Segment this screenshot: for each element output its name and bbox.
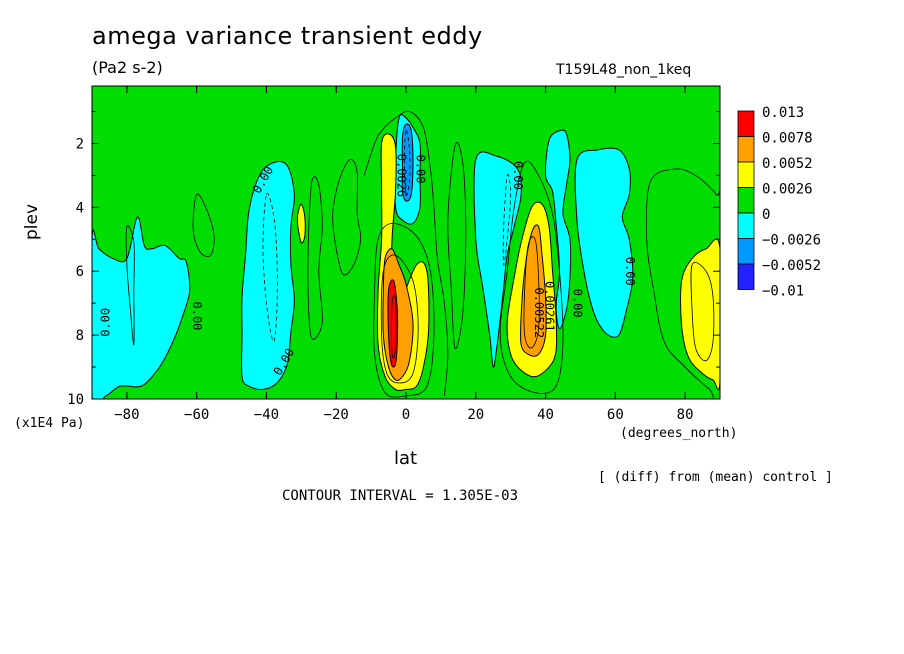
run-id: T159L48_non_1keq bbox=[556, 62, 692, 78]
diff-note: [ (diff) from (mean) control ] bbox=[598, 470, 833, 485]
shaded-region-1 bbox=[241, 161, 295, 391]
shaded-region-5 bbox=[544, 129, 572, 330]
x-tick-label-6: 40 bbox=[537, 407, 554, 423]
shaded-region-7 bbox=[296, 203, 306, 244]
contour-interval: CONTOUR INTERVAL = 1.305E-03 bbox=[282, 488, 519, 504]
x-tick-label-1: −60 bbox=[184, 407, 209, 423]
x-tick-label-8: 80 bbox=[677, 407, 694, 423]
shaded-region-10 bbox=[387, 279, 399, 368]
contour-line-12 bbox=[262, 193, 278, 342]
x-tick-label-5: 20 bbox=[467, 407, 484, 423]
colorbar-label-0: 0.013 bbox=[762, 105, 804, 121]
contour-field: 0.00 0.00 0.00 0.00 0.0026 0.00 0.00 0.005220.0… bbox=[92, 110, 720, 399]
contour-line-14 bbox=[502, 173, 512, 266]
chart-units: (Pa2 s-2) bbox=[92, 58, 163, 77]
colorbar-label-4: 0 bbox=[762, 207, 770, 223]
colorbar-swatch-3 bbox=[737, 187, 755, 214]
x-tick-label-2: −40 bbox=[254, 407, 279, 423]
colorbar-swatch-6 bbox=[737, 263, 755, 290]
colorbar-swatch-0 bbox=[737, 110, 755, 137]
x-tick-label-4: 0 bbox=[402, 407, 410, 423]
contour-line-5 bbox=[373, 222, 435, 398]
contour-line-13 bbox=[403, 130, 411, 196]
contour-label-5: 0.00 bbox=[413, 155, 427, 184]
colorbar-swatch-2 bbox=[737, 161, 755, 188]
y-tick-label-0: 2 bbox=[76, 136, 84, 152]
colorbar-label-2: 0.0052 bbox=[762, 156, 813, 172]
x-axis-label: lat bbox=[394, 448, 418, 469]
colorbar-swatch-1 bbox=[737, 136, 755, 163]
chart-title: amega variance transient eddy bbox=[92, 22, 483, 50]
contour-line-8 bbox=[523, 236, 540, 349]
x-tick-label-7: 60 bbox=[607, 407, 624, 423]
y-tick-label-3: 8 bbox=[76, 328, 84, 344]
colorbar-label-6: −0.0052 bbox=[762, 258, 821, 274]
colorbar-label-5: −0.0026 bbox=[762, 233, 821, 249]
y-axis-unit: (x1E4 Pa) bbox=[14, 416, 85, 431]
contour-label-4: 0.0026 bbox=[394, 154, 408, 197]
colorbar-label-3: 0.0026 bbox=[762, 182, 813, 198]
contour-line-0 bbox=[332, 158, 362, 276]
contour-line-10 bbox=[645, 168, 720, 399]
y-tick-label-1: 4 bbox=[76, 200, 84, 216]
contour-line-1 bbox=[307, 176, 323, 340]
contour-label-8: 0.00261 bbox=[543, 281, 557, 332]
y-tick-label-4: 10 bbox=[67, 392, 84, 408]
contour-label-1: 0.00 bbox=[190, 302, 204, 331]
contour-label-9: 0.00 bbox=[570, 289, 584, 318]
contour-label-0: 0.00 bbox=[98, 308, 112, 337]
colorbar-swatch-4 bbox=[737, 212, 755, 239]
colorbar-label-1: 0.0078 bbox=[762, 131, 813, 147]
y-tick-label-2: 6 bbox=[76, 264, 84, 280]
contour-line-3 bbox=[125, 225, 135, 346]
contour-line-7 bbox=[391, 294, 397, 359]
shaded-region-0 bbox=[92, 216, 191, 399]
shaded-region-6 bbox=[574, 147, 634, 338]
shaded-region-4 bbox=[473, 151, 522, 368]
colorbar-label-7: −0.01 bbox=[762, 284, 804, 300]
contour-line-4 bbox=[447, 142, 467, 350]
contour-label-10: 0.00 bbox=[623, 257, 637, 286]
contour-line-2 bbox=[192, 193, 215, 257]
contour-label-6: 0.00 bbox=[511, 161, 525, 190]
contour-line-15 bbox=[363, 110, 449, 396]
x-tick-label-0: −80 bbox=[114, 407, 139, 423]
contour-line-6 bbox=[380, 254, 419, 384]
x-axis-unit: (degrees_north) bbox=[620, 426, 738, 441]
x-tick-label-3: −20 bbox=[324, 407, 349, 423]
contour-label-7: 0.00522 bbox=[532, 287, 546, 338]
colorbar-swatch-5 bbox=[737, 238, 755, 265]
contour-line-11 bbox=[690, 262, 715, 362]
